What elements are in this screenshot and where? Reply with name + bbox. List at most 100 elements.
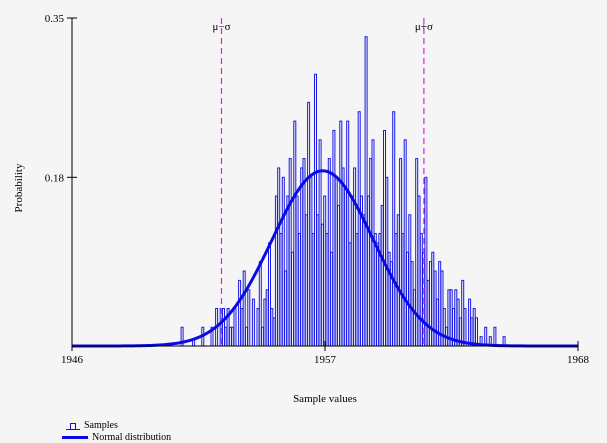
sample-bar — [314, 73, 317, 347]
y-tick-label: 0.18 — [45, 172, 65, 184]
axes — [71, 18, 578, 347]
sample-bar — [408, 214, 412, 347]
sample-bar — [442, 308, 446, 347]
bar-swatch-icon — [66, 420, 80, 430]
reference-line-label: μ+σ — [415, 21, 433, 33]
sample-bar — [472, 308, 476, 347]
reference-line-label: μ−σ — [212, 21, 230, 33]
sample-bar — [355, 233, 359, 347]
sample-bar — [247, 289, 251, 347]
sample-bar — [394, 233, 398, 347]
sample-bar — [279, 233, 283, 347]
sample-bar — [410, 261, 414, 347]
sample-bar — [268, 242, 271, 347]
sample-bar — [339, 120, 343, 347]
sample-bar — [261, 326, 265, 347]
x-tick-label: 1968 — [567, 354, 590, 366]
sample-bar — [330, 251, 334, 347]
sample-bar — [272, 317, 276, 347]
sample-bar — [334, 176, 338, 347]
sample-bar — [311, 233, 315, 347]
sample-bar — [270, 308, 274, 347]
sample-bar — [406, 251, 409, 347]
sample-bar — [341, 167, 345, 347]
sample-bar — [337, 204, 340, 347]
sample-bar — [304, 214, 308, 347]
sample-bar — [369, 158, 373, 347]
reference-lines: μ−σ μ+σ — [212, 18, 433, 346]
sample-bar — [475, 317, 478, 347]
sample-bar — [332, 129, 336, 347]
sample-bar — [415, 158, 419, 347]
sample-bar — [286, 195, 290, 347]
sample-bar — [346, 120, 350, 347]
sample-bar — [302, 158, 306, 347]
legend-label-normal: Normal distribution — [92, 431, 172, 443]
sample-bar — [362, 214, 366, 347]
sample-bars — [180, 36, 506, 347]
sample-bar — [277, 167, 281, 347]
sample-bar — [224, 326, 228, 347]
sample-bar — [320, 223, 324, 347]
sample-bar — [383, 129, 386, 347]
x-axis-title: Sample values — [293, 393, 357, 405]
sample-bar — [484, 326, 488, 347]
x-tick-label: 1946 — [61, 354, 84, 366]
sample-bar — [265, 289, 269, 347]
sample-bar — [316, 214, 320, 347]
sample-bar — [240, 308, 244, 347]
sample-bar — [433, 270, 437, 347]
sample-bar — [366, 195, 370, 347]
y-tick-label: 0.35 — [45, 13, 65, 25]
sample-bar — [353, 167, 357, 347]
sample-bar — [233, 308, 237, 347]
sample-bar — [387, 251, 391, 347]
normal-distribution-curve — [72, 169, 578, 348]
sample-bar — [456, 298, 460, 347]
sample-bar — [412, 289, 416, 347]
sample-bar — [419, 233, 423, 347]
sample-bar — [245, 326, 248, 347]
sample-bar — [307, 101, 311, 347]
sample-bar — [401, 233, 405, 347]
legend-label-samples: Samples — [84, 419, 118, 431]
sample-bar — [293, 120, 297, 347]
sample-bar — [461, 279, 465, 347]
y-ticks: 0.35 0.18 — [45, 13, 77, 184]
x-tick-label: 1957 — [314, 354, 337, 366]
line-swatch-icon — [62, 435, 88, 439]
sample-bar — [431, 251, 435, 347]
y-axis-title: Probability — [13, 163, 25, 212]
sample-bar — [274, 195, 278, 347]
sample-bar — [281, 176, 285, 347]
sample-bar — [251, 298, 255, 347]
sample-bar — [426, 279, 430, 347]
sample-bar — [417, 195, 421, 347]
sample-bar — [291, 251, 294, 347]
sample-bar — [256, 308, 260, 347]
sample-bar — [263, 298, 267, 347]
sample-bar — [228, 326, 232, 347]
sample-bar — [403, 139, 407, 347]
sample-bar — [429, 261, 432, 347]
sample-bar — [454, 289, 458, 347]
sample-bar — [238, 279, 242, 347]
sample-bar — [222, 308, 225, 347]
sample-bar — [380, 204, 384, 347]
sample-bar — [231, 326, 235, 347]
sample-bar — [297, 233, 301, 347]
sample-bar — [373, 233, 377, 347]
sample-bar — [348, 242, 352, 347]
sample-bar — [470, 317, 474, 347]
sample-bar — [288, 158, 292, 347]
sample-bar — [309, 176, 313, 347]
sample-bar — [325, 233, 329, 347]
sample-bar — [468, 298, 472, 347]
sample-bar — [258, 261, 262, 347]
sample-bar — [327, 158, 331, 347]
legend-item-samples: Samples — [62, 419, 171, 431]
sample-bar — [364, 36, 368, 347]
sample-bar — [424, 176, 428, 347]
sample-bar — [463, 308, 467, 347]
legend: Samples Normal distribution — [62, 419, 171, 443]
